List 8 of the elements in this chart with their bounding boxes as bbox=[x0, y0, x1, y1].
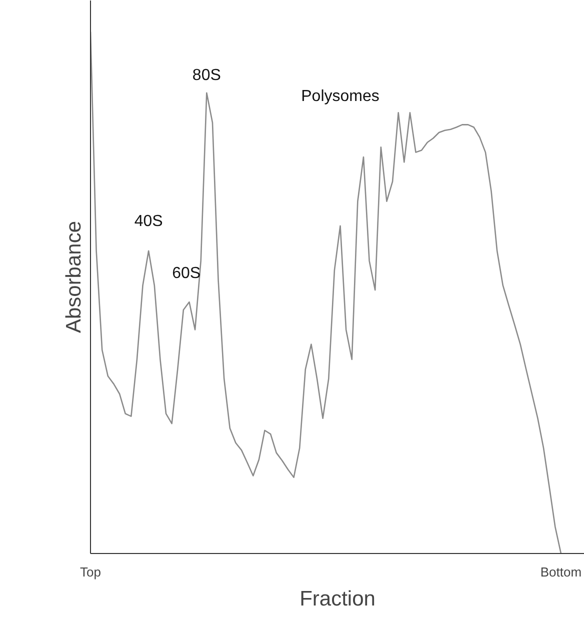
annotation: 60S bbox=[172, 265, 201, 282]
x-tick-label: Top bbox=[80, 564, 101, 580]
annotation: 80S bbox=[192, 66, 221, 84]
y-axis-title: Absorbance bbox=[62, 220, 86, 334]
x-axis-title: Fraction bbox=[300, 588, 376, 610]
annotation: Polysomes bbox=[301, 88, 380, 105]
x-tick-label: Bottom bbox=[540, 564, 582, 580]
annotation: 40S bbox=[134, 213, 163, 230]
